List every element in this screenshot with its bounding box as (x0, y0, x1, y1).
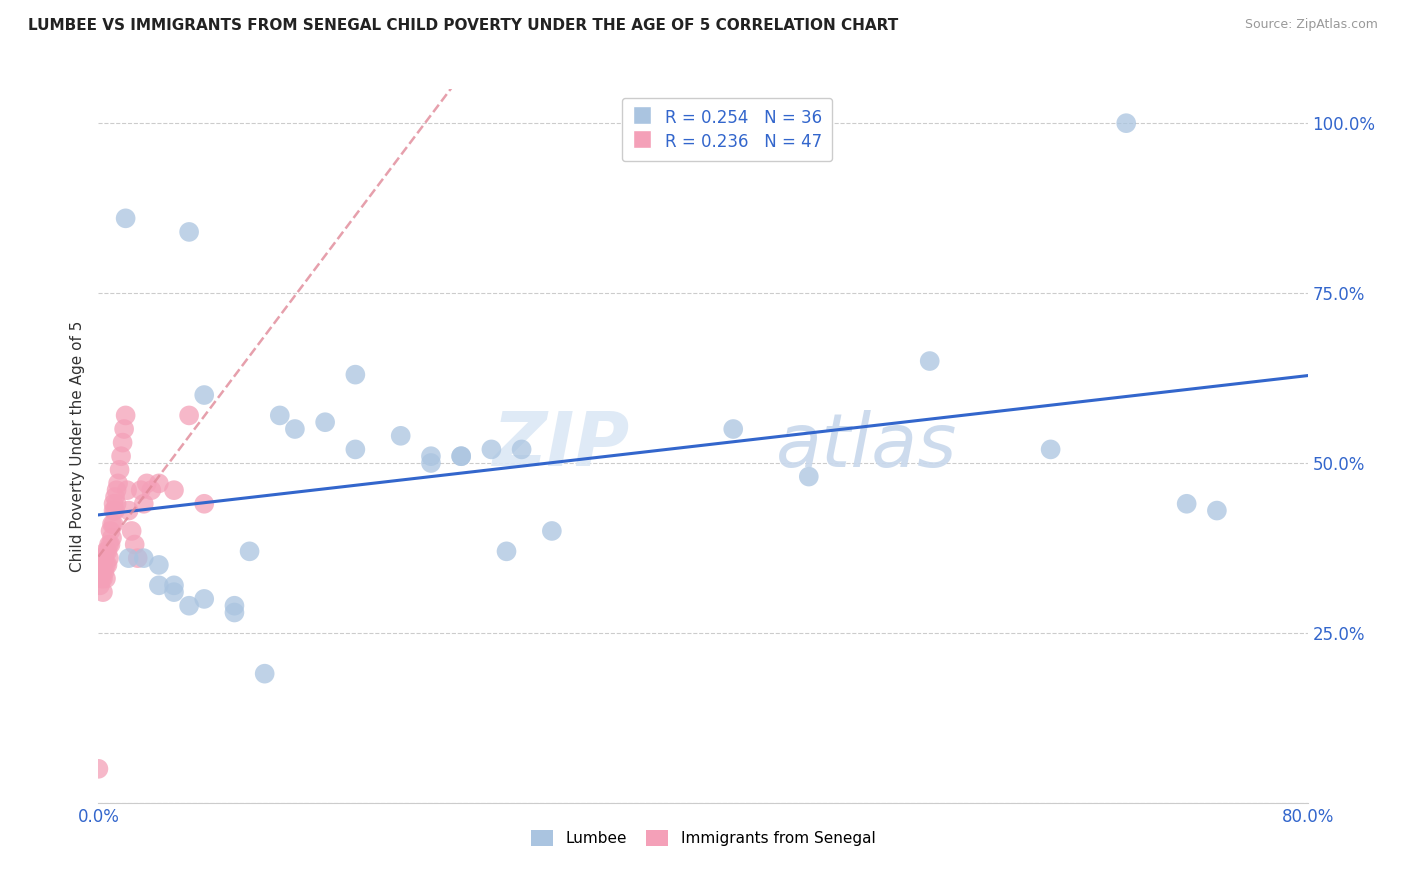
Point (129, 483, 152, 498)
Point (103, 503, 125, 517)
Point (87, 762, 110, 776)
Point (269, 409, 291, 423)
Point (94, 572, 117, 586)
Point (1206, 503, 1229, 517)
Point (96, 558, 118, 572)
Point (420, 449, 443, 463)
Point (481, 442, 503, 457)
Point (104, 503, 127, 517)
Point (193, 388, 215, 402)
Legend: Lumbee, Immigrants from Senegal: Lumbee, Immigrants from Senegal (524, 824, 882, 852)
Point (94, 558, 117, 572)
Point (314, 415, 336, 429)
Point (132, 551, 155, 566)
Point (1115, 116, 1137, 130)
Point (193, 497, 215, 511)
Point (111, 435, 134, 450)
Point (96, 544, 118, 558)
Point (450, 449, 472, 463)
Point (389, 429, 412, 443)
Point (110, 449, 132, 463)
Point (124, 537, 146, 551)
Point (89, 578, 111, 592)
Point (101, 517, 124, 532)
Text: Source: ZipAtlas.com: Source: ZipAtlas.com (1244, 18, 1378, 31)
Point (90, 551, 112, 566)
Point (90, 572, 112, 586)
Point (114, 409, 136, 423)
Text: LUMBEE VS IMMIGRANTS FROM SENEGAL CHILD POVERTY UNDER THE AGE OF 5 CORRELATION C: LUMBEE VS IMMIGRANTS FROM SENEGAL CHILD … (28, 18, 898, 33)
Point (103, 517, 125, 532)
Point (148, 578, 170, 592)
Point (918, 354, 941, 368)
Point (98, 537, 121, 551)
Point (118, 551, 141, 566)
Point (284, 422, 307, 436)
Point (89, 565, 111, 579)
Point (239, 544, 262, 558)
Point (94, 544, 117, 558)
Point (450, 449, 472, 463)
Point (135, 476, 157, 491)
Point (103, 497, 125, 511)
Point (108, 463, 131, 477)
Point (179, 599, 201, 613)
Point (420, 456, 443, 470)
Point (540, 524, 562, 538)
Point (1175, 497, 1198, 511)
Point (253, 666, 276, 681)
Point (495, 544, 517, 558)
Point (179, 409, 201, 423)
Point (107, 476, 129, 491)
Point (132, 497, 155, 511)
Point (105, 483, 128, 498)
Point (91, 585, 114, 599)
Point (100, 524, 122, 538)
Point (141, 483, 163, 498)
Point (93, 565, 115, 579)
Point (112, 422, 135, 436)
Point (797, 469, 820, 483)
Point (1039, 442, 1062, 457)
Point (127, 551, 149, 566)
Point (104, 490, 127, 504)
Point (91, 572, 114, 586)
Point (115, 483, 138, 498)
Point (344, 368, 367, 382)
Point (163, 585, 186, 599)
Point (148, 476, 170, 491)
Point (224, 599, 246, 613)
Point (723, 422, 745, 436)
Point (98, 551, 121, 566)
Point (100, 537, 122, 551)
Point (179, 225, 201, 239)
Point (193, 591, 215, 606)
Point (344, 442, 367, 457)
Point (93, 551, 115, 566)
Point (510, 442, 533, 457)
Text: atlas: atlas (776, 410, 957, 482)
Point (163, 483, 186, 498)
Point (118, 503, 141, 517)
Point (105, 497, 128, 511)
Point (121, 524, 143, 538)
Point (101, 531, 124, 545)
Y-axis label: Child Poverty Under the Age of 5: Child Poverty Under the Age of 5 (69, 320, 84, 572)
Point (148, 558, 170, 572)
Point (114, 211, 136, 226)
Text: ZIP: ZIP (494, 409, 630, 483)
Point (163, 578, 186, 592)
Point (224, 606, 246, 620)
Point (91, 558, 114, 572)
